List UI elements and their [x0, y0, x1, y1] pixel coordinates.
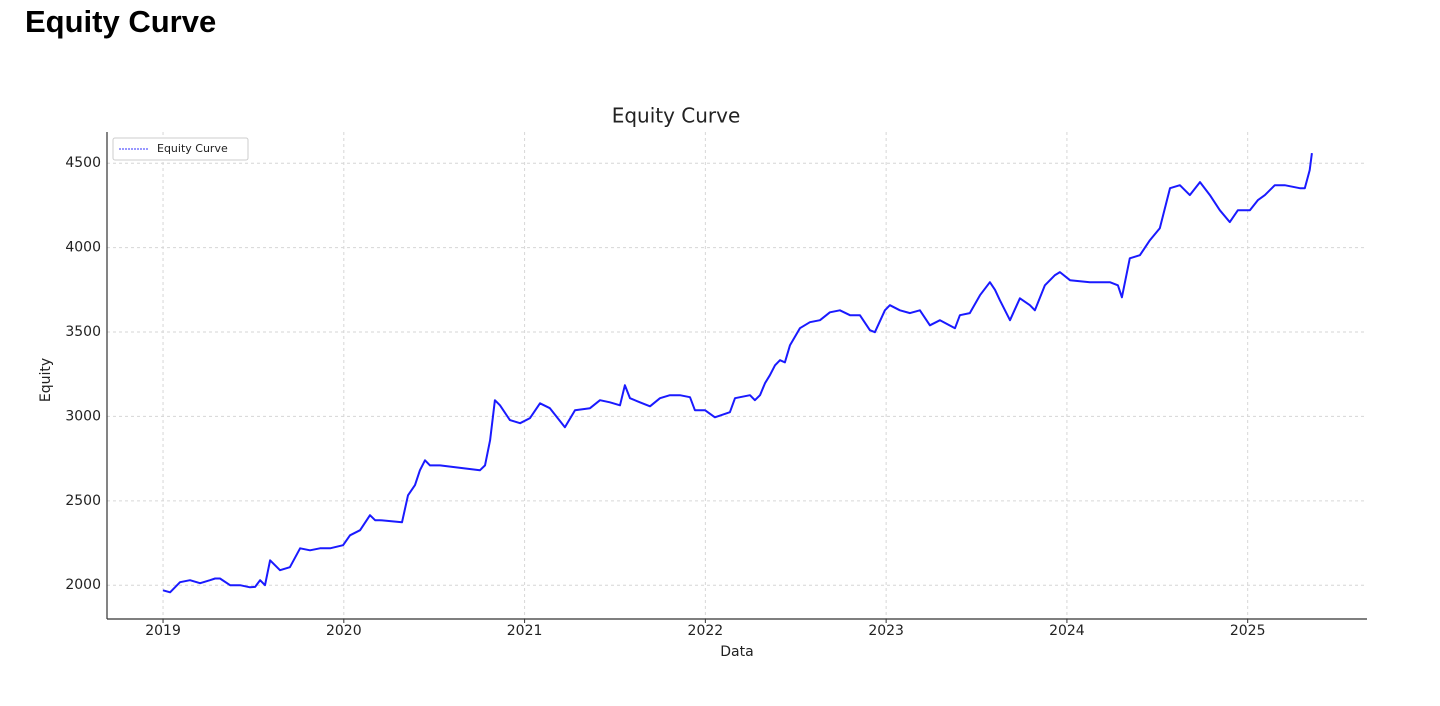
y-tick-label: 3000	[65, 408, 101, 424]
equity-line	[162, 152, 1313, 594]
y-tick-label: 3500	[65, 324, 101, 340]
legend: Equity Curve	[112, 137, 249, 161]
y-tick-label: 4500	[65, 155, 101, 171]
y-tick-label: 4000	[65, 240, 101, 256]
legend-label: Equity Curve	[157, 142, 228, 155]
legend-box	[112, 137, 249, 161]
x-tick-label: 2025	[1230, 623, 1266, 639]
y-tick-label: 2500	[65, 493, 101, 509]
x-axis-label: Data	[720, 644, 753, 660]
x-tick-label: 2021	[507, 623, 543, 639]
y-axis-label: Equity	[38, 358, 54, 402]
x-tick-label: 2024	[1049, 623, 1085, 639]
x-tick-label: 2020	[326, 623, 362, 639]
chart-title: Equity Curve	[612, 104, 741, 128]
x-tick-label: 2022	[688, 623, 724, 639]
page-heading: Equity Curve	[25, 4, 217, 39]
x-tick-label: 2023	[868, 623, 904, 639]
y-tick-label: 2000	[65, 577, 101, 593]
x-tick-label: 2019	[145, 623, 181, 639]
